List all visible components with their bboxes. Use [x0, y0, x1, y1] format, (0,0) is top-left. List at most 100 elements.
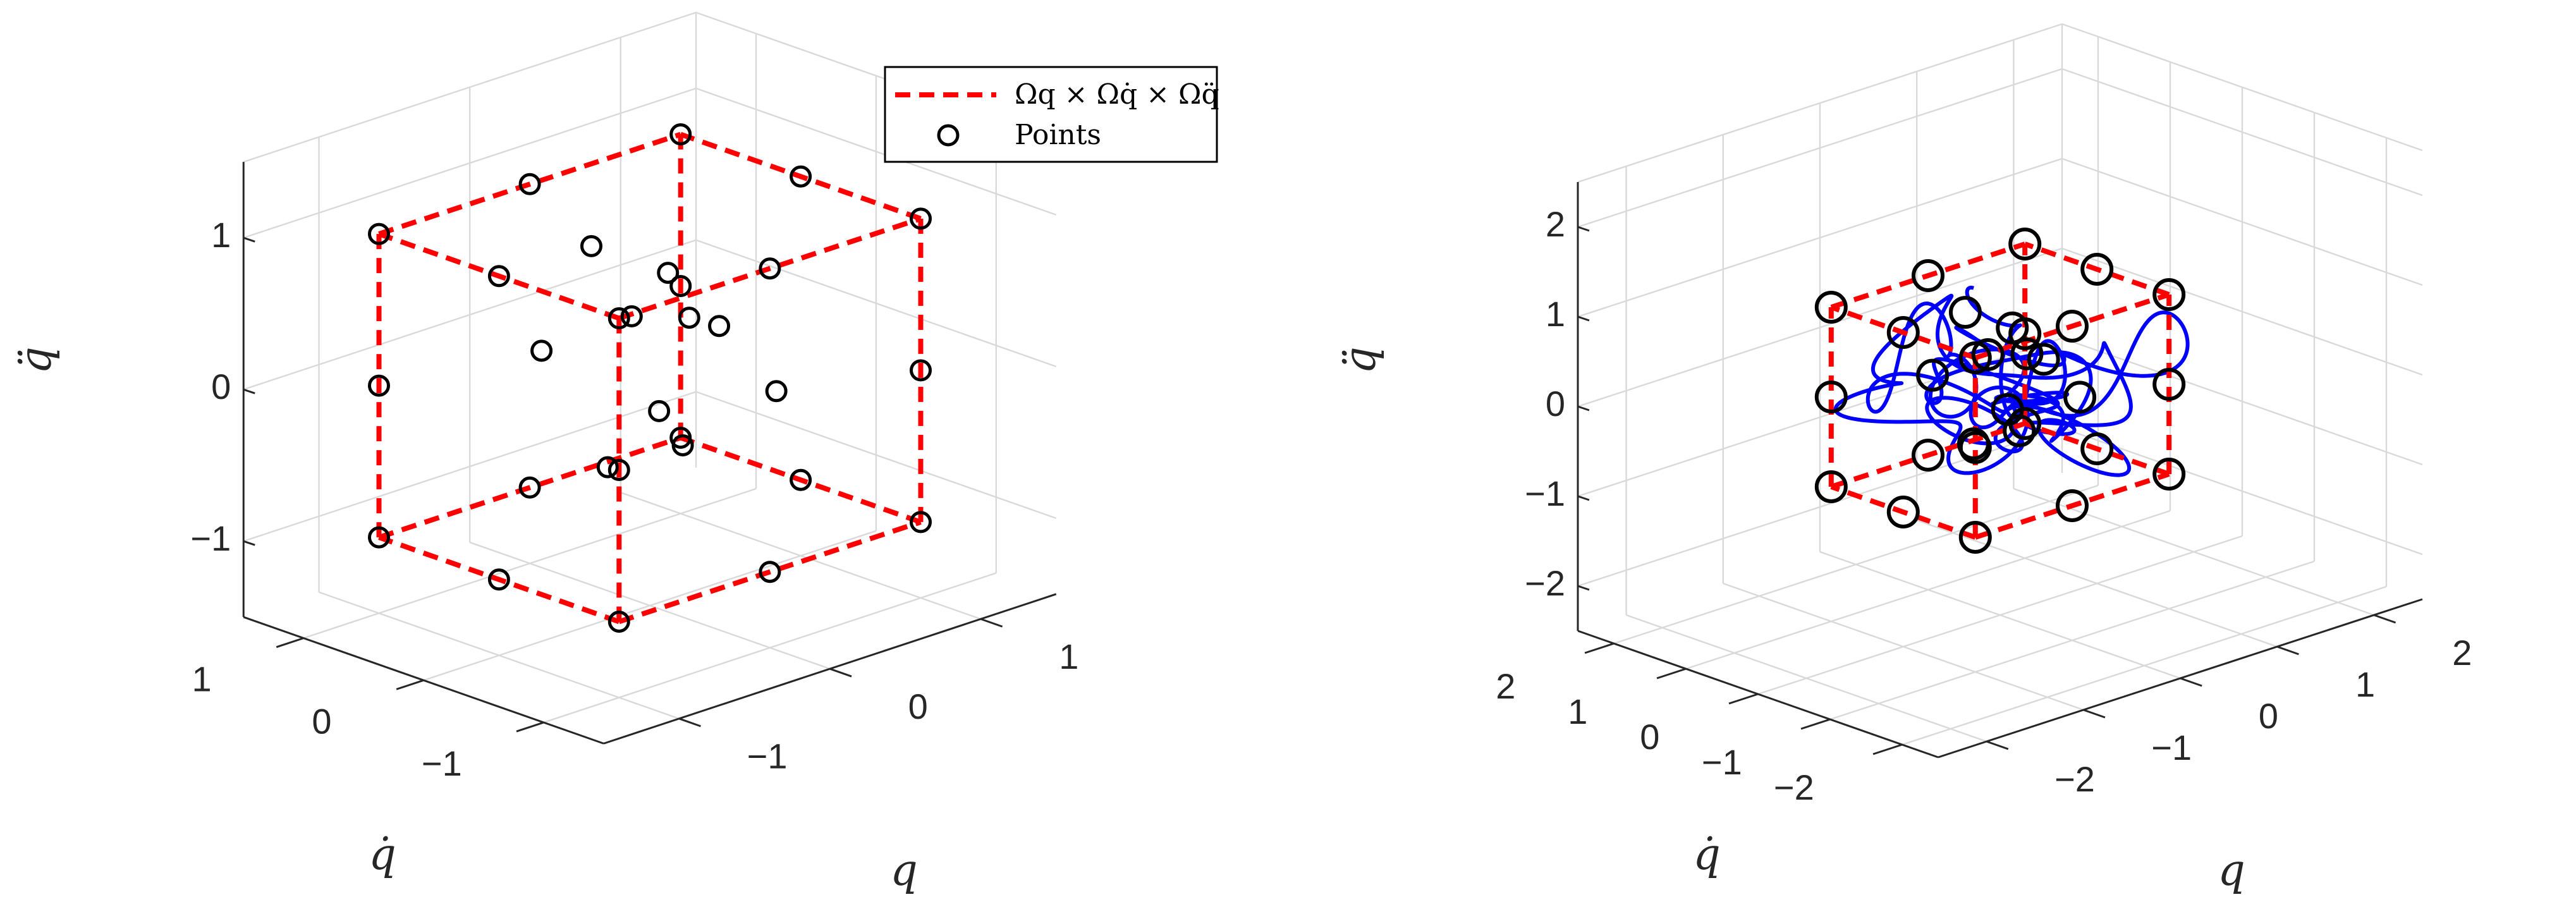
z-axis-label: q̈ — [1336, 346, 1386, 374]
grid-line — [423, 530, 877, 681]
z-tick-label: 1 — [1546, 294, 1565, 334]
y-axis-label: q̇ — [1693, 830, 1721, 880]
omega-box — [1828, 241, 2172, 540]
box-edge — [378, 131, 681, 236]
y-tick-label: −1 — [422, 743, 462, 783]
point-marker — [1916, 358, 1950, 392]
point-marker — [607, 459, 630, 481]
trajectory-line — [1833, 285, 2190, 477]
point-marker — [910, 207, 932, 230]
x-tick-label: −1 — [747, 736, 788, 776]
point-marker — [1958, 521, 1992, 554]
x-tick-label: −1 — [2151, 728, 2192, 767]
point-marker — [1814, 470, 1848, 503]
point-marker — [765, 380, 788, 403]
z-tick-mark — [243, 236, 255, 243]
box-edge — [1830, 305, 1977, 360]
box-edge — [378, 231, 620, 321]
point-marker — [518, 476, 541, 499]
x-tick-mark — [2180, 677, 2202, 687]
point-marker — [530, 339, 553, 362]
box-edge — [378, 535, 620, 625]
point-marker — [2063, 381, 2097, 414]
point-marker — [1956, 427, 1990, 461]
y-tick-label: −2 — [1774, 767, 1814, 807]
grid-line — [1613, 484, 2099, 645]
z-tick-mark — [1577, 315, 1590, 322]
x-tick-label: 1 — [1059, 637, 1078, 676]
grid-line — [2061, 68, 2423, 197]
grid-line — [1577, 68, 2063, 228]
point-marker — [1912, 439, 1944, 472]
y-tick-label: 0 — [1640, 717, 1659, 757]
z-tick-mark — [1577, 495, 1590, 501]
omega-box — [376, 131, 924, 625]
point-marker — [607, 611, 630, 633]
y-tick-label: 1 — [192, 659, 211, 699]
point-marker — [759, 257, 781, 280]
point-marker — [910, 359, 932, 382]
point-marker — [1996, 311, 2029, 345]
point-marker — [708, 315, 731, 338]
y-tick-mark — [1584, 642, 1615, 654]
point-marker — [368, 526, 390, 549]
box-edge — [618, 520, 922, 625]
point-marker — [2008, 228, 2042, 260]
x-tick-mark — [1986, 740, 2009, 750]
point-marker — [648, 400, 671, 422]
box-edge — [1830, 241, 2026, 310]
box-edge — [2024, 241, 2170, 297]
point-marker — [368, 374, 390, 397]
point-marker — [657, 262, 680, 284]
point-marker — [1814, 291, 1848, 324]
point-marker — [487, 568, 510, 591]
x-tick-mark — [2083, 709, 2106, 719]
x-axis-label: q — [890, 846, 918, 896]
point-marker — [607, 307, 630, 329]
z-tick-label: 1 — [211, 215, 231, 255]
y-tick-label: 1 — [1568, 692, 1587, 731]
y-tick-label: 0 — [312, 701, 331, 741]
z-tick-label: −2 — [1525, 563, 1565, 603]
z-tick-label: 0 — [1546, 384, 1565, 424]
y-tick-mark — [1800, 718, 1831, 730]
point-marker — [910, 511, 932, 534]
x-tick-mark — [980, 618, 1003, 628]
x-tick-mark — [829, 668, 852, 678]
grid-line — [695, 391, 1057, 519]
legend: Ωq × Ωq̇ × Ωq̈ Points — [884, 66, 1219, 163]
y-tick-label: −1 — [1702, 742, 1742, 782]
point-marker — [2152, 368, 2186, 401]
points-series — [368, 123, 932, 633]
x-tick-label: 1 — [2355, 664, 2375, 704]
point-marker — [2003, 414, 2036, 448]
box-edge — [680, 131, 922, 221]
point-marker — [2152, 278, 2186, 311]
grid-line — [1757, 535, 2243, 695]
grid-line — [1901, 585, 2387, 746]
box-edge — [1974, 292, 2170, 360]
point-marker — [671, 434, 694, 457]
point-marker — [2080, 432, 2114, 465]
x-tick-mark — [2373, 614, 2396, 624]
point-marker — [2056, 489, 2089, 522]
point-marker — [1886, 316, 1920, 349]
right-3d-plot: −2 −1 0 1 2 −2 −1 0 1 2 −2 −1 0 1 2 q q̇ q̈ — [1336, 23, 2472, 896]
point-marker — [759, 561, 781, 583]
points-series — [1814, 228, 2186, 554]
grid-line — [695, 87, 1057, 216]
ticks: −1 0 1 −1 0 1 −1 0 1 — [190, 215, 1078, 783]
legend-label: Points — [1015, 119, 1101, 151]
point-marker — [596, 456, 619, 479]
point-marker — [669, 123, 692, 145]
box-edge — [1830, 484, 1977, 540]
point-marker — [2010, 337, 2044, 370]
grid-line — [695, 239, 1057, 367]
grid-line — [243, 87, 697, 239]
grid-line — [1577, 247, 2063, 408]
x-tick-label: 0 — [908, 686, 928, 726]
point-marker — [669, 275, 692, 297]
x-axis-label: q — [2218, 846, 2245, 896]
grid-line — [303, 487, 757, 639]
box-edge — [680, 435, 922, 525]
